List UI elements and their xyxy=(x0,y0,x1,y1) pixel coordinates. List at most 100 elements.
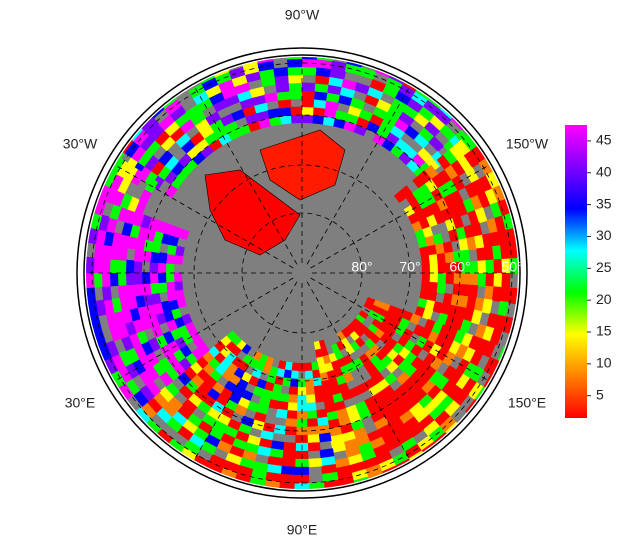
data-cell xyxy=(125,283,136,298)
data-cell xyxy=(233,403,248,417)
data-cell xyxy=(313,385,324,395)
data-cell xyxy=(105,340,120,358)
data-cell xyxy=(124,362,140,380)
data-cell xyxy=(403,396,419,412)
data-cell xyxy=(313,98,328,109)
data-cell xyxy=(266,373,277,385)
data-cell xyxy=(268,448,284,459)
data-cell xyxy=(93,197,107,216)
data-cell xyxy=(306,410,318,420)
data-cell xyxy=(420,379,436,395)
data-cell xyxy=(263,381,275,392)
data-cell xyxy=(428,370,444,386)
data-cell xyxy=(406,97,425,114)
data-cell xyxy=(165,318,178,332)
meridian-line xyxy=(306,281,411,461)
data-cell xyxy=(154,129,171,146)
data-cell xyxy=(267,398,280,410)
data-cell xyxy=(421,273,431,283)
data-cell xyxy=(179,118,196,134)
data-cell xyxy=(410,200,423,214)
data-cell xyxy=(389,397,405,412)
data-cell xyxy=(425,156,441,172)
data-cell xyxy=(501,273,511,289)
data-cell xyxy=(111,297,123,314)
data-cell xyxy=(213,340,226,353)
data-cell xyxy=(192,426,209,442)
data-cell xyxy=(397,359,412,373)
data-cell xyxy=(133,272,143,285)
data-cell xyxy=(166,437,185,455)
data-cell xyxy=(234,430,250,443)
data-cell xyxy=(445,262,455,274)
data-cell xyxy=(314,90,329,101)
data-cell xyxy=(363,301,374,311)
data-cell xyxy=(171,410,188,427)
data-cell xyxy=(133,260,143,273)
parallel-labels: 80° 70° 60° 50° xyxy=(351,259,522,275)
data-cell xyxy=(296,410,308,420)
data-cell xyxy=(471,222,483,238)
data-cell xyxy=(437,169,453,185)
data-cell xyxy=(194,117,211,133)
data-cell xyxy=(205,406,221,421)
data-cell xyxy=(320,347,329,358)
data-cell xyxy=(205,111,222,126)
data-cell xyxy=(366,86,384,100)
data-cell xyxy=(422,365,437,381)
data-cell xyxy=(469,260,479,274)
data-cell xyxy=(369,333,381,345)
data-cell xyxy=(95,299,107,317)
data-cell xyxy=(316,416,329,427)
data-cell xyxy=(200,144,215,159)
data-cell xyxy=(118,350,133,368)
data-cell xyxy=(211,419,228,434)
data-cell xyxy=(393,384,409,399)
data-cell xyxy=(344,325,355,336)
colorbar-tick-label: 15 xyxy=(596,323,612,339)
data-cell xyxy=(437,273,447,284)
data-cell xyxy=(207,426,224,441)
data-cell xyxy=(417,237,428,249)
colorbar-tick-label: 20 xyxy=(596,291,612,307)
data-cell xyxy=(366,120,381,134)
data-cell xyxy=(174,111,192,128)
data-cell xyxy=(458,237,469,252)
data-cell xyxy=(468,382,484,400)
data-cell xyxy=(170,225,182,238)
data-cell xyxy=(413,112,431,129)
data-cell xyxy=(394,138,410,153)
data-cell xyxy=(120,335,134,352)
data-cell xyxy=(422,226,434,239)
data-cell xyxy=(467,335,482,352)
data-cell xyxy=(180,138,196,154)
data-cell xyxy=(190,110,207,126)
data-cell xyxy=(155,334,168,349)
data-cell xyxy=(441,337,455,352)
meridian-line xyxy=(193,85,298,265)
data-cell xyxy=(428,254,439,265)
data-cell xyxy=(116,160,132,179)
data-cell xyxy=(139,134,156,152)
data-cell xyxy=(470,309,483,325)
data-cell xyxy=(325,410,339,422)
data-cell xyxy=(278,106,292,117)
data-cell xyxy=(331,441,347,453)
data-cell xyxy=(455,138,472,157)
data-cell xyxy=(484,285,495,301)
data-cell xyxy=(384,327,396,339)
data-cell xyxy=(418,105,436,122)
data-cell xyxy=(484,246,495,262)
data-cell xyxy=(493,273,503,289)
data-cell xyxy=(370,409,386,424)
data-cell xyxy=(87,226,99,245)
data-cell xyxy=(387,104,404,120)
data-cell xyxy=(223,120,239,134)
data-cell xyxy=(137,305,149,320)
data-cell xyxy=(340,328,351,339)
meridian-line xyxy=(310,164,490,269)
data-cell xyxy=(165,272,175,283)
data-cell xyxy=(492,245,503,261)
data-cell xyxy=(450,294,461,308)
data-cell xyxy=(205,461,224,476)
